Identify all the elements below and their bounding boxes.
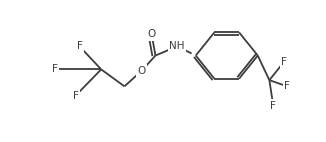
Text: F: F bbox=[77, 41, 82, 51]
Text: NH: NH bbox=[170, 41, 185, 51]
Text: F: F bbox=[73, 91, 79, 101]
Text: F: F bbox=[52, 64, 58, 74]
Text: F: F bbox=[284, 81, 290, 91]
Text: O: O bbox=[137, 66, 146, 76]
Text: F: F bbox=[281, 57, 287, 67]
Text: F: F bbox=[270, 101, 276, 111]
Text: O: O bbox=[147, 29, 156, 39]
